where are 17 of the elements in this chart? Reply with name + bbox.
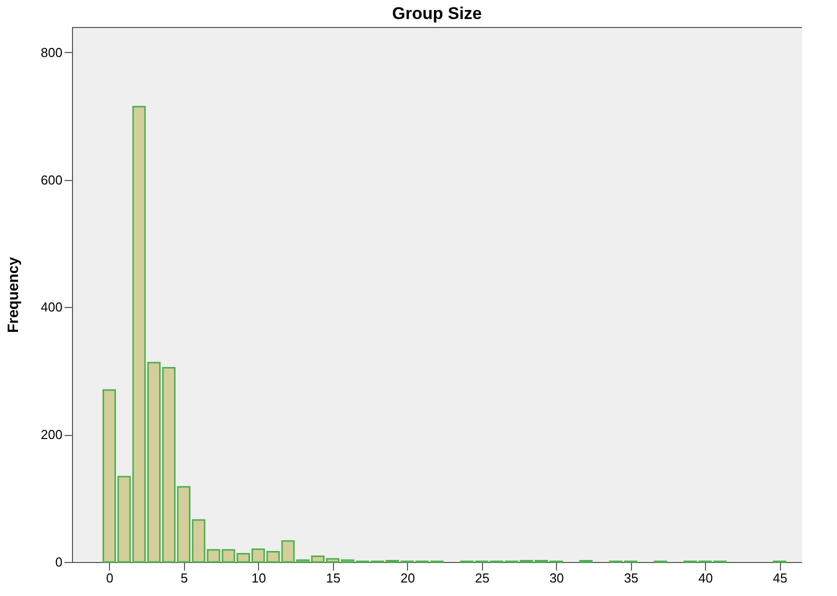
x-tick-label: 10 xyxy=(251,570,266,586)
x-tick-label: 30 xyxy=(549,570,564,586)
y-axis-title: Frequency xyxy=(4,256,22,333)
x-tick-label: 5 xyxy=(180,570,188,586)
y-tick-label: 800 xyxy=(40,44,62,60)
x-tick-label: 45 xyxy=(772,570,788,586)
x-tick-label: 20 xyxy=(400,570,415,586)
y-tick-label: 200 xyxy=(40,427,62,442)
y-tick-label: 0 xyxy=(55,554,62,570)
y-tick-label: 400 xyxy=(40,300,62,315)
chart-title: Group Size xyxy=(392,4,482,23)
y-tick-label: 600 xyxy=(40,172,62,188)
x-tick-label: 35 xyxy=(624,570,638,586)
x-tick-label: 25 xyxy=(474,570,490,586)
x-tick-label: 40 xyxy=(698,570,713,586)
x-tick-label: 0 xyxy=(106,570,114,586)
x-tick-label: 15 xyxy=(326,570,340,586)
